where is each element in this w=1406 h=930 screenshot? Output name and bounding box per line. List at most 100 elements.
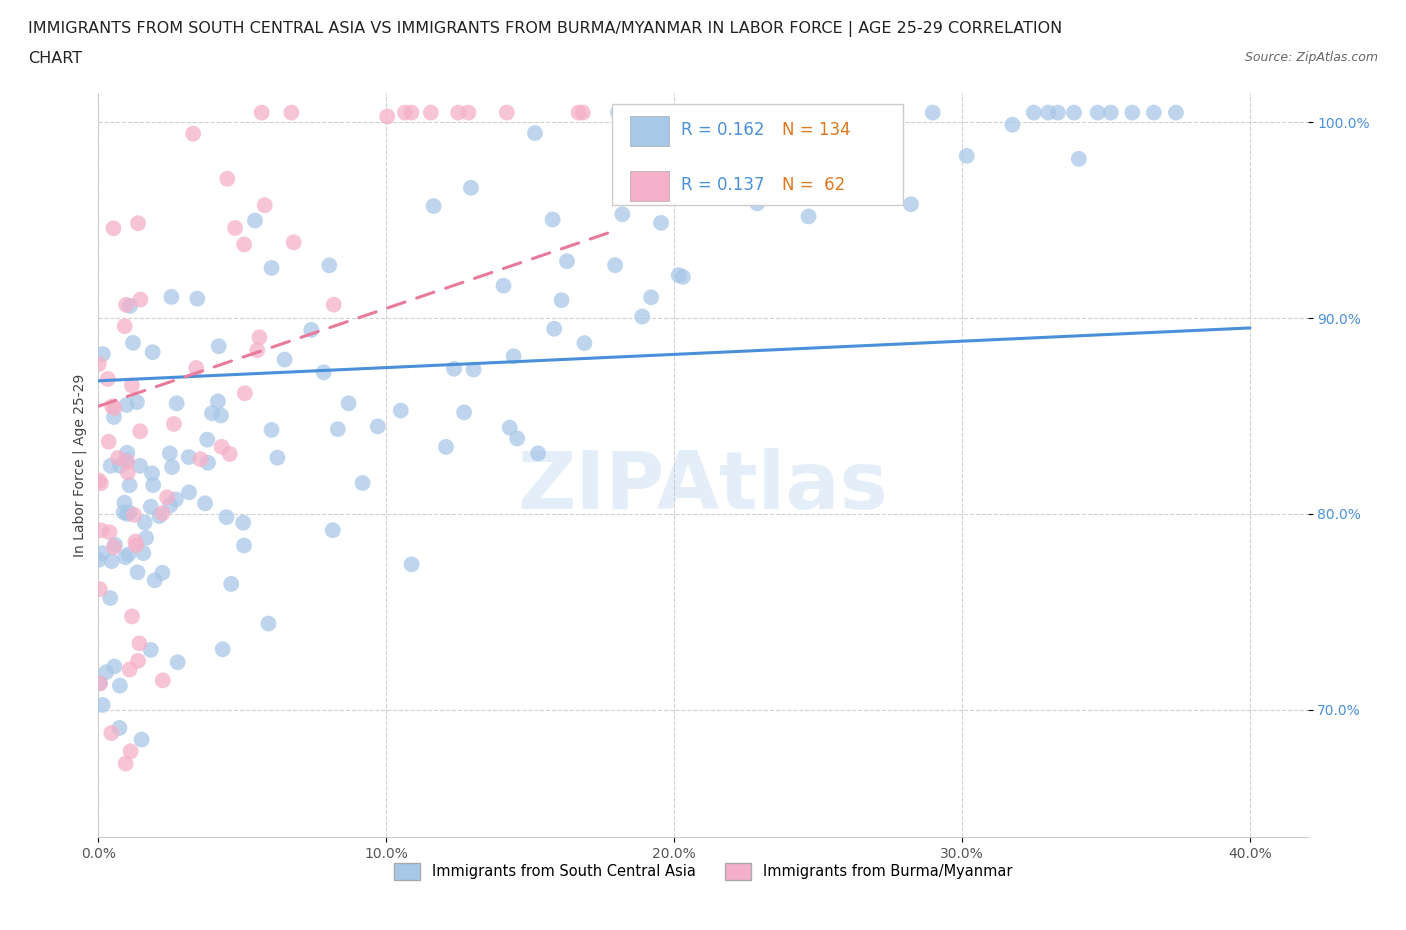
Point	[129, 458, 152, 473]
Point	[434, 440, 457, 455]
Point	[121, 609, 143, 624]
Point	[128, 636, 150, 651]
Point	[322, 298, 344, 312]
Point	[115, 298, 138, 312]
Point	[603, 258, 626, 272]
Point	[648, 169, 671, 184]
Point	[142, 478, 165, 493]
Point	[166, 655, 188, 670]
Point	[139, 643, 162, 658]
Point	[125, 538, 148, 552]
Point	[163, 417, 186, 432]
Point	[574, 336, 596, 351]
Point	[211, 439, 233, 454]
Point	[98, 591, 121, 605]
Point	[232, 515, 254, 530]
Point	[375, 109, 398, 124]
Point	[181, 126, 204, 141]
Point	[177, 449, 200, 464]
Text: N = 134: N = 134	[782, 121, 851, 140]
Point	[100, 553, 122, 568]
Point	[1143, 105, 1166, 120]
Text: IMMIGRANTS FROM SOUTH CENTRAL ASIA VS IMMIGRANTS FROM BURMA/MYANMAR IN LABOR FOR: IMMIGRANTS FROM SOUTH CENTRAL ASIA VS IM…	[28, 21, 1063, 37]
Point	[118, 299, 141, 313]
Point	[260, 260, 283, 275]
Point	[502, 349, 524, 364]
Point	[568, 105, 591, 120]
Point	[148, 509, 170, 524]
Point	[877, 105, 900, 120]
Point	[127, 654, 149, 669]
Point	[1164, 105, 1187, 120]
Point	[100, 725, 122, 740]
FancyBboxPatch shape	[630, 171, 669, 201]
Point	[118, 662, 141, 677]
Point	[312, 365, 335, 379]
Point	[129, 424, 152, 439]
Point	[101, 399, 124, 414]
Point	[114, 319, 136, 334]
Point	[160, 289, 183, 304]
Point	[141, 466, 163, 481]
Point	[246, 343, 269, 358]
Point	[668, 268, 690, 283]
Point	[443, 362, 465, 377]
Point	[103, 409, 125, 424]
Point	[506, 431, 529, 445]
Point	[224, 220, 246, 235]
Point	[401, 557, 423, 572]
Point	[107, 450, 129, 465]
Point	[716, 164, 738, 179]
Point	[1001, 117, 1024, 132]
Point	[699, 105, 721, 120]
Point	[127, 216, 149, 231]
Point	[747, 196, 769, 211]
Point	[103, 401, 125, 416]
Point	[114, 550, 136, 565]
Point	[186, 361, 208, 376]
Point	[640, 290, 662, 305]
FancyBboxPatch shape	[630, 116, 669, 146]
Point	[103, 659, 125, 674]
Point	[217, 171, 239, 186]
Point	[326, 421, 349, 436]
Point	[89, 676, 111, 691]
Point	[460, 180, 482, 195]
Point	[524, 126, 547, 140]
Point	[117, 465, 139, 480]
Point	[394, 105, 416, 120]
Point	[709, 151, 731, 166]
Point	[550, 293, 572, 308]
Y-axis label: In Labor Force | Age 25-29: In Labor Force | Age 25-29	[73, 373, 87, 557]
Point	[129, 292, 152, 307]
Point	[825, 178, 848, 193]
Point	[97, 372, 120, 387]
Point	[457, 105, 479, 120]
Point	[152, 565, 174, 580]
Point	[1067, 152, 1090, 166]
Point	[631, 309, 654, 324]
Point	[90, 476, 112, 491]
Point	[211, 642, 233, 657]
Point	[541, 212, 564, 227]
Point	[87, 473, 110, 488]
Point	[122, 336, 145, 351]
Point	[266, 450, 288, 465]
Point	[233, 237, 256, 252]
Point	[117, 547, 139, 562]
Point	[253, 198, 276, 213]
Point	[527, 445, 550, 460]
Point	[194, 496, 217, 511]
Point	[124, 534, 146, 549]
Point	[422, 199, 444, 214]
Text: ZIPAtlas: ZIPAtlas	[517, 448, 889, 526]
FancyBboxPatch shape	[613, 104, 903, 205]
Point	[463, 362, 485, 377]
Point	[250, 105, 273, 120]
Point	[218, 446, 240, 461]
Point	[672, 270, 695, 285]
Point	[956, 149, 979, 164]
Point	[233, 386, 256, 401]
Point	[389, 403, 412, 418]
Point	[134, 515, 156, 530]
